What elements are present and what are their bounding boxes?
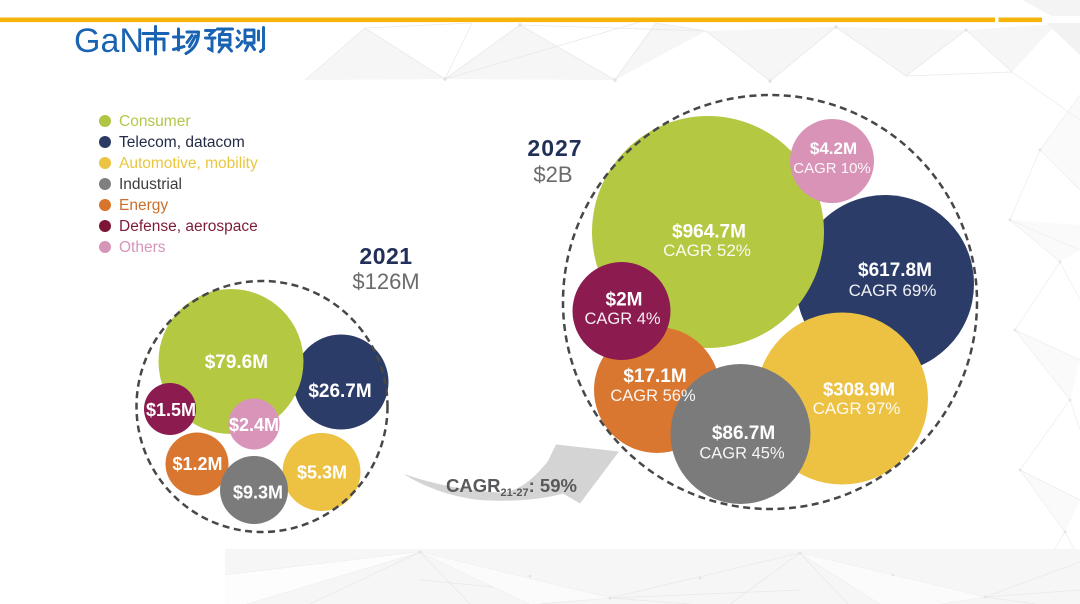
svg-text:Energy: Energy [119, 197, 168, 214]
svg-text:$26.7M: $26.7M [308, 381, 371, 402]
svg-text:CAGR 45%: CAGR 45% [699, 445, 785, 463]
svg-text:$17.1M: $17.1M [623, 366, 686, 387]
svg-text:$2M: $2M [606, 290, 643, 311]
svg-text:$4.2M: $4.2M [810, 139, 857, 158]
svg-text:$2B: $2B [533, 162, 572, 187]
svg-text:2027: 2027 [527, 135, 582, 161]
svg-text:$86.7M: $86.7M [712, 423, 775, 444]
svg-text:GaN: GaN [74, 22, 144, 60]
svg-text:CAGR 97%: CAGR 97% [813, 399, 901, 418]
svg-text:CAGR 52%: CAGR 52% [663, 241, 751, 260]
svg-text:$308.9M: $308.9M [823, 379, 895, 400]
svg-text:Defense, aerospace: Defense, aerospace [119, 218, 258, 235]
svg-text:Telecom, datacom: Telecom, datacom [119, 134, 245, 151]
svg-text:CAGR 4%: CAGR 4% [584, 310, 660, 328]
svg-text:CAGR 56%: CAGR 56% [610, 387, 696, 405]
svg-text:Others: Others [119, 239, 166, 256]
svg-text:Industrial: Industrial [119, 176, 182, 193]
svg-text:$79.6M: $79.6M [205, 352, 268, 373]
svg-text:Consumer: Consumer [119, 113, 191, 130]
svg-text:$5.3M: $5.3M [297, 463, 347, 483]
svg-text:CAGR 69%: CAGR 69% [849, 281, 937, 300]
svg-text:$9.3M: $9.3M [233, 483, 283, 503]
svg-text:$2.4M: $2.4M [229, 415, 279, 435]
svg-text:$1.2M: $1.2M [172, 454, 222, 474]
svg-text:CAGR 10%: CAGR 10% [793, 160, 871, 177]
svg-text:Automotive, mobility: Automotive, mobility [119, 155, 258, 172]
svg-text:$126M: $126M [352, 269, 419, 294]
svg-text:$1.5M: $1.5M [146, 400, 196, 420]
svg-text:$964.7M: $964.7M [672, 222, 746, 243]
svg-text:$617.8M: $617.8M [858, 260, 932, 281]
svg-text:CAGR21-27: 59%: CAGR21-27: 59% [446, 475, 577, 499]
svg-text:2021: 2021 [359, 243, 412, 269]
